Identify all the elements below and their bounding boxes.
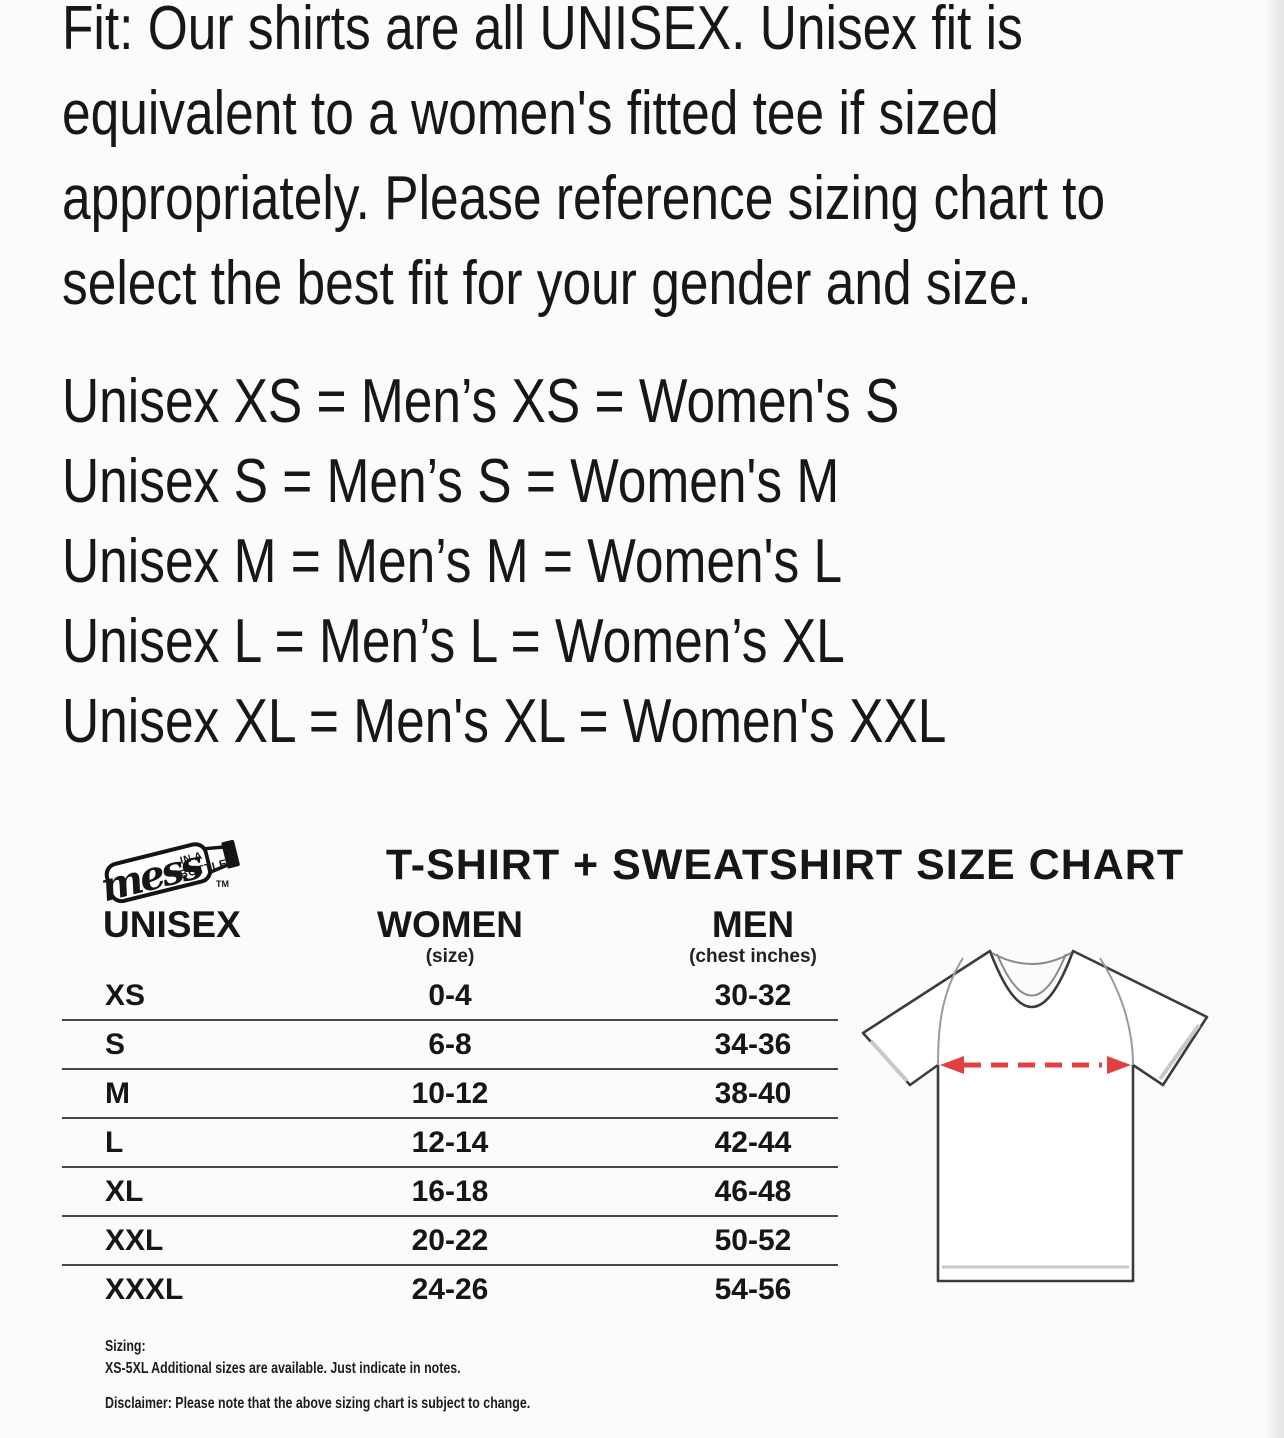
armhole-seam-left xyxy=(937,957,964,1066)
women-size-cell: 12-14 xyxy=(411,1126,489,1159)
sizing-note-heading: Sizing: xyxy=(105,1338,146,1355)
men-size-cell: 38-40 xyxy=(714,1077,792,1110)
logo-trademark: TM xyxy=(216,879,229,889)
table-row: L 12-14 42-44 xyxy=(62,1119,838,1168)
sleeve-cuff-right xyxy=(1158,1023,1201,1081)
unisex-size-cell: XXXL xyxy=(105,1273,184,1306)
size-equivalence-line: Unisex XL = Men's XL = Women's XXL xyxy=(62,687,947,756)
fit-description-line: appropriately. Please reference sizing c… xyxy=(62,164,1106,233)
collar-back-line xyxy=(991,952,1072,965)
footer-notes: Sizing: XS-5XL Additional sizes are avai… xyxy=(105,1336,530,1415)
mess-in-a-bottle-logo-icon: mess IN A BOTTLE TM xyxy=(96,839,240,911)
table-row: XXXL 24-26 54-56 xyxy=(62,1266,838,1313)
unisex-size-cell: XS xyxy=(105,979,146,1012)
size-equivalence-line: Unisex L = Men’s L = Women’s XL xyxy=(62,607,845,676)
men-size-cell: 42-44 xyxy=(714,1126,792,1159)
women-size-cell: 0-4 xyxy=(428,979,472,1012)
unisex-size-cell: L xyxy=(105,1126,124,1159)
size-chart-table: XS 0-4 30-32 S 6-8 34-36 M 10-12 38-40 L… xyxy=(62,972,838,1313)
table-row: S 6-8 34-36 xyxy=(62,1021,838,1070)
fit-description-line: Fit: Our shirts are all UNISEX. Unisex f… xyxy=(62,0,1023,63)
disclaimer-text: Disclaimer: Please note that the above s… xyxy=(105,1395,531,1412)
tshirt-outline xyxy=(861,949,1209,1283)
women-size-cell: 20-22 xyxy=(411,1224,489,1257)
fit-description-line: equivalent to a women's fitted tee if si… xyxy=(62,79,999,148)
women-size-cell: 16-18 xyxy=(411,1175,489,1208)
women-size-cell: 24-26 xyxy=(411,1273,489,1306)
table-row: XXL 20-22 50-52 xyxy=(62,1217,838,1266)
unisex-size-cell: S xyxy=(105,1028,126,1061)
sizing-note-text: XS-5XL Additional sizes are available. J… xyxy=(105,1360,461,1377)
men-size-cell: 46-48 xyxy=(714,1175,792,1208)
men-size-cell: 30-32 xyxy=(714,979,792,1012)
chest-measurement-arrow-icon xyxy=(940,1056,1131,1074)
unisex-size-cell: M xyxy=(105,1077,130,1110)
collar-inner-line xyxy=(996,953,1067,997)
logo-small-word-1: IN A xyxy=(179,850,204,867)
column-header-men: MEN xyxy=(711,904,795,945)
unisex-size-cell: XL xyxy=(105,1175,144,1208)
men-size-cell: 54-56 xyxy=(714,1273,792,1306)
fit-description: Fit: Our shirts are all UNISEX. Unisex f… xyxy=(62,0,1105,326)
size-chart-title: T-SHIRT + SWEATSHIRT SIZE CHART xyxy=(385,841,1185,889)
column-subheader-men-chest: (chest inches) xyxy=(689,946,817,967)
table-row: XL 16-18 46-48 xyxy=(62,1168,838,1217)
fit-description-line: select the best fit for your gender and … xyxy=(62,249,1032,318)
size-equivalence-line: Unisex XS = Men’s XS = Women's S xyxy=(62,367,900,436)
table-row: M 10-12 38-40 xyxy=(62,1070,838,1119)
sleeve-cuff-left xyxy=(869,1039,909,1083)
armhole-seam-right xyxy=(1099,957,1134,1066)
page-edge-shadow xyxy=(1264,0,1284,1438)
women-size-cell: 10-12 xyxy=(411,1077,489,1110)
size-equivalence-line: Unisex S = Men’s S = Women's M xyxy=(62,447,840,516)
women-size-cell: 6-8 xyxy=(428,1028,472,1061)
column-header-unisex: UNISEX xyxy=(103,904,241,945)
column-header-women: WOMEN xyxy=(377,904,523,945)
men-size-cell: 50-52 xyxy=(714,1224,792,1257)
size-equivalence-line: Unisex M = Men’s M = Women's L xyxy=(62,527,843,596)
men-size-cell: 34-36 xyxy=(714,1028,792,1061)
unisex-size-cell: XXL xyxy=(105,1224,164,1257)
table-row: XS 0-4 30-32 xyxy=(62,972,838,1021)
tshirt-diagram-icon xyxy=(861,949,1209,1283)
column-subheader-women-size: (size) xyxy=(425,946,475,967)
size-equivalence-list: Unisex XS = Men’s XS = Women's S Unisex … xyxy=(62,362,946,762)
